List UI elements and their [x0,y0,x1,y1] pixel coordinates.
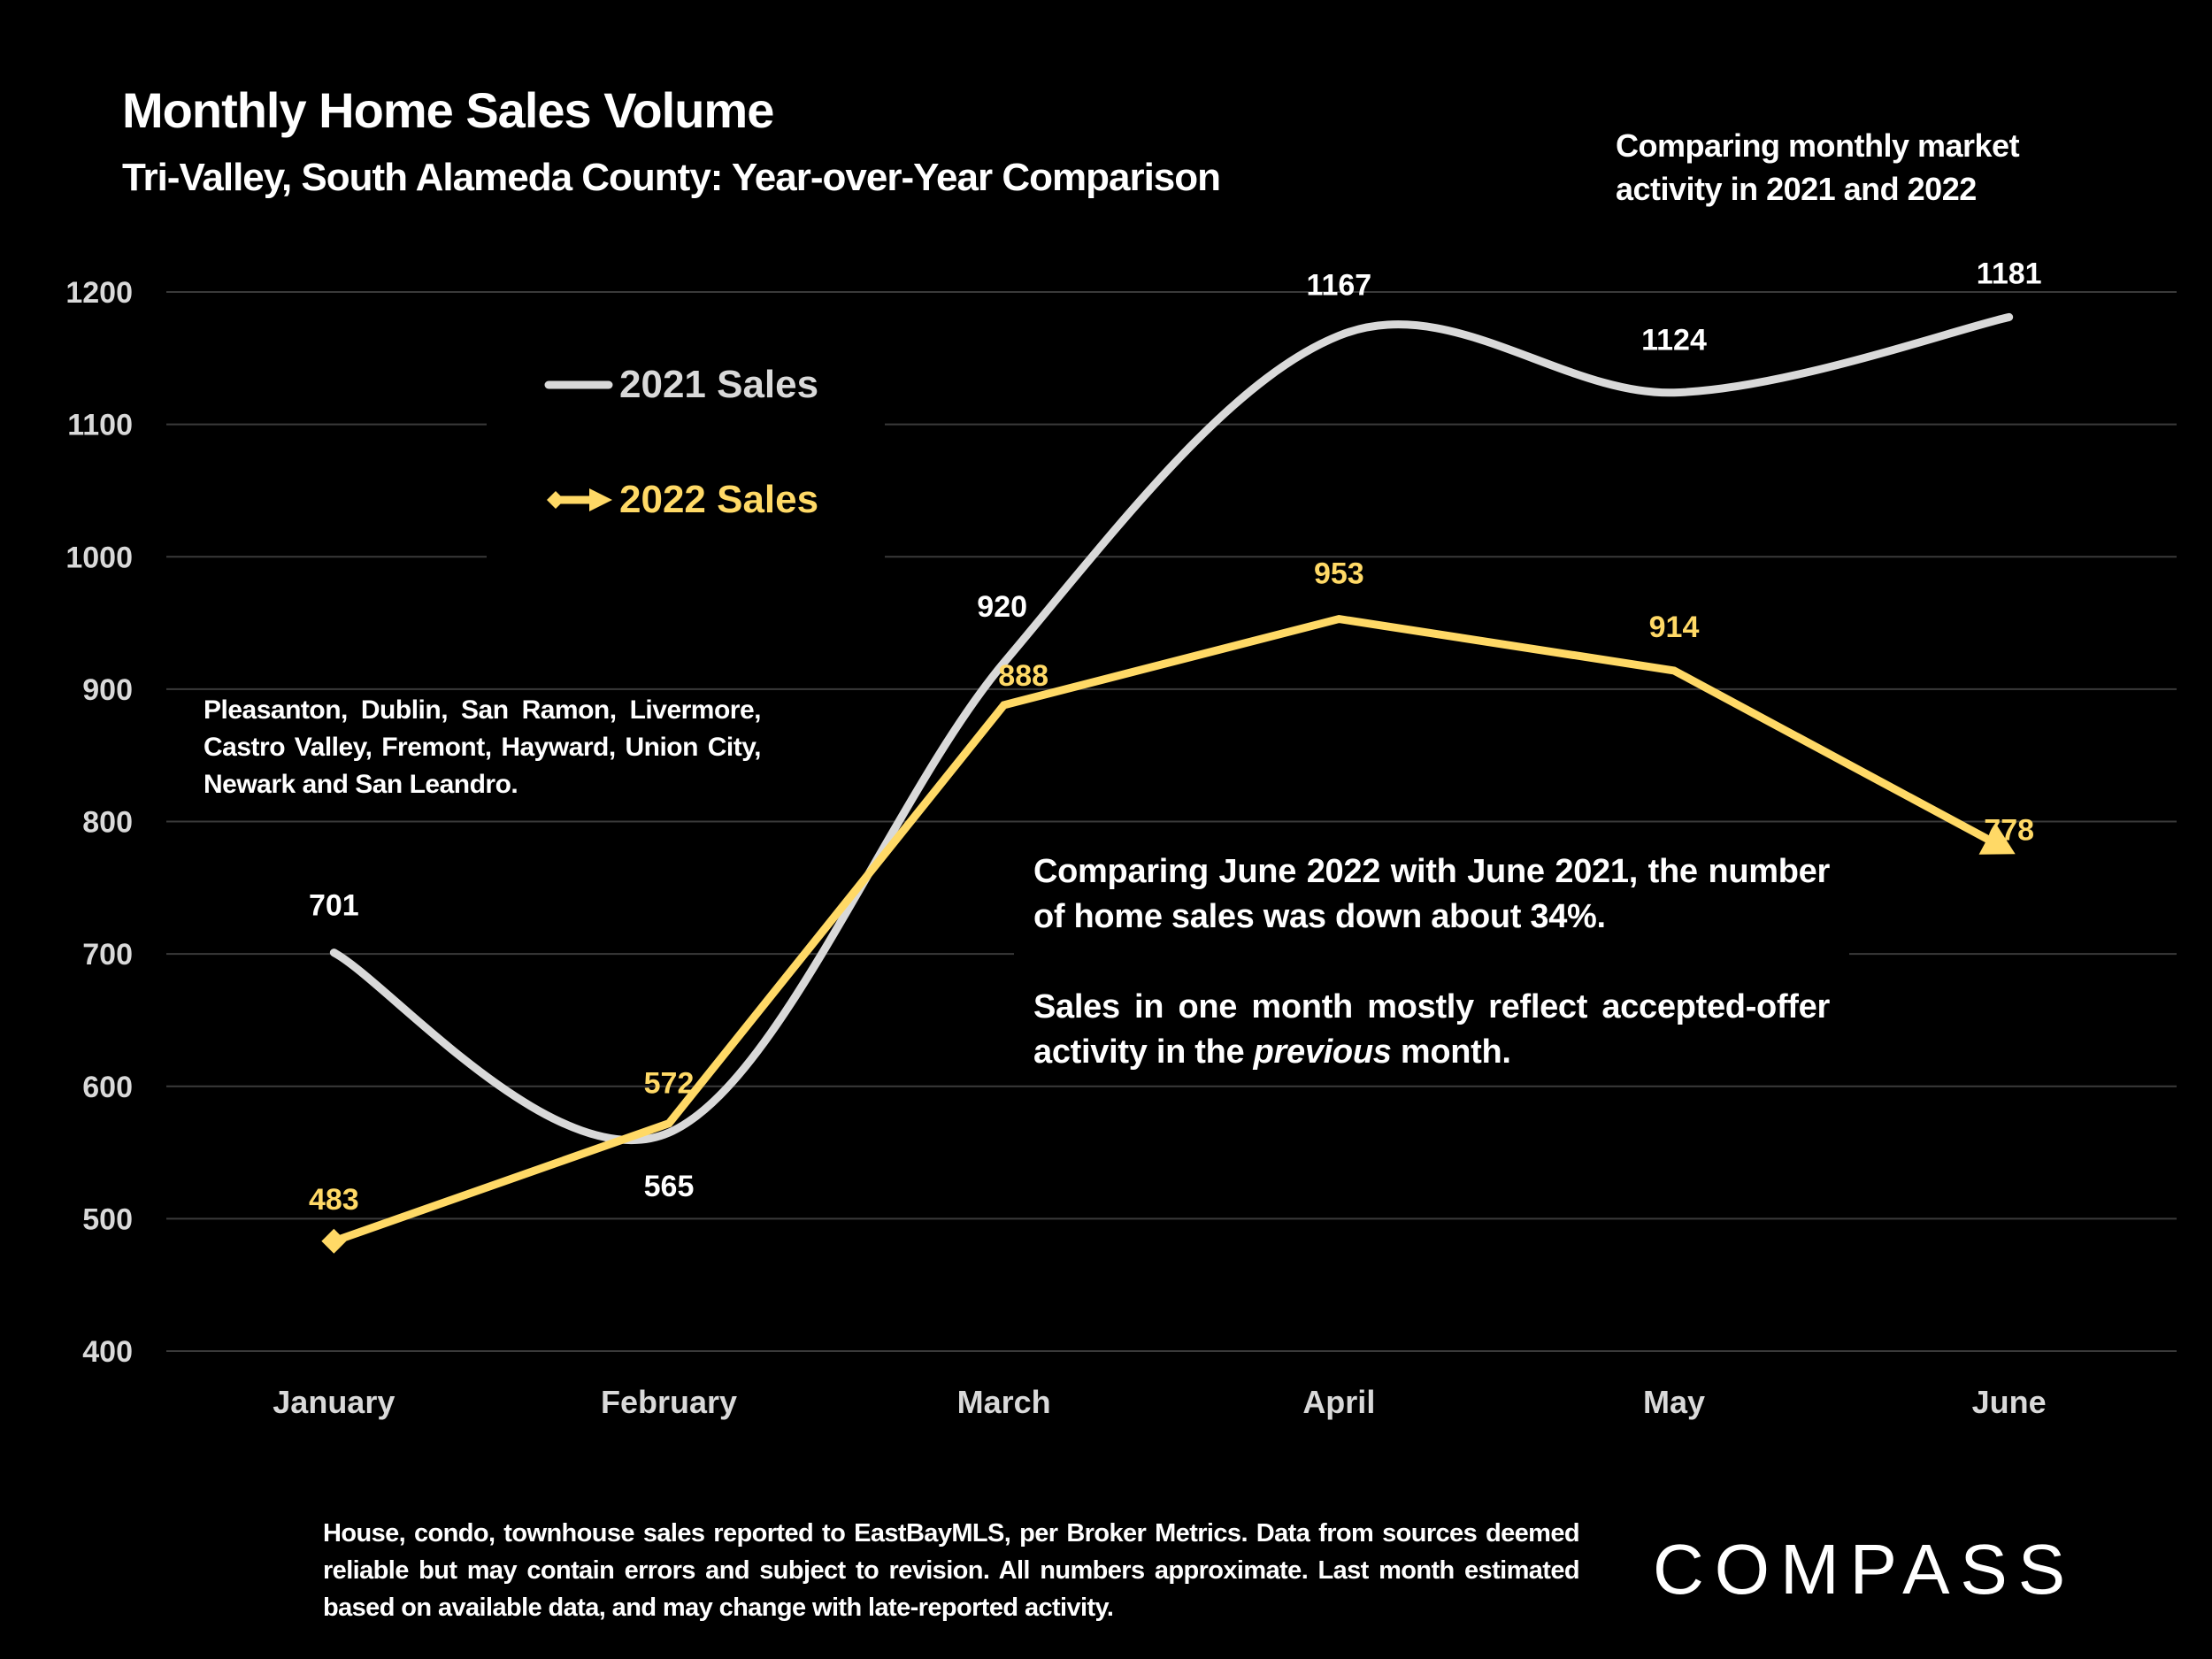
callout-box: Comparing June 2022 with June 2021, the … [1014,849,1849,1075]
data-labels: 701 565 920 1167 1124 1181 483 572 888 953 914 778 [309,257,2042,1216]
legend-label-2021: 2021 Sales [619,363,819,406]
y-tick-label: 1000 [65,541,133,574]
x-tick-label: January [273,1384,395,1420]
chart-subtitle: Tri-Valley, South Alameda County: Year-o… [122,156,1221,199]
data-label-2021: 1167 [1306,268,1371,302]
legend: 2021 Sales 2022 Sales [487,327,885,584]
legend-item-2022: 2022 Sales [543,478,818,522]
data-label-2021: 1181 [1977,257,2042,290]
x-tick-label: March [957,1384,1051,1420]
x-tick-label: April [1302,1384,1375,1420]
x-tick-label: February [601,1384,737,1420]
y-tick-label: 1100 [67,409,133,442]
y-tick-label: 500 [82,1202,133,1236]
data-label-2021: 920 [977,590,1027,624]
legend-item-2021: 2021 Sales [543,363,818,407]
chart-title: Monthly Home Sales Volume [122,82,774,138]
x-tick-label: May [1643,1384,1705,1420]
y-tick-label: 400 [82,1335,133,1369]
y-tick-label: 900 [82,673,133,707]
diamond-marker-icon [321,1228,347,1254]
callout-text-2: Sales in one month mostly reflect accept… [1033,988,1830,1071]
footer-disclaimer: House, condo, townhouse sales reported t… [323,1519,1580,1622]
y-axis-ticks: 400 500 600 700 800 900 1000 1100 1200 [65,276,133,1369]
data-label-2021: 701 [309,889,359,923]
callout-text-1: Comparing June 2022 with June 2021, the … [1033,853,1830,935]
data-label-2022: 888 [998,659,1048,693]
data-label-2022: 572 [644,1067,695,1101]
legend-label-2022: 2022 Sales [619,478,819,521]
data-label-2022: 483 [309,1183,359,1217]
y-tick-label: 800 [82,806,133,840]
x-axis-ticks: January February March April May June [273,1384,2046,1420]
data-label-2022: 778 [1984,813,2034,847]
y-tick-label: 1200 [65,276,133,310]
series-line-2022 [332,614,1994,1246]
data-label-2021: 565 [644,1170,695,1203]
data-label-2022: 914 [1649,611,1700,644]
line-swatch-icon [544,380,613,389]
y-tick-label: 600 [82,1071,133,1104]
data-label-2021: 1124 [1641,324,1707,357]
y-tick-label: 700 [82,938,133,972]
arrow-swatch-icon [547,488,612,511]
top-note: Comparing monthly market activity in 202… [1616,127,2020,207]
compass-logo: COMPASS [1653,1530,2077,1609]
data-label-2022: 953 [1314,557,1364,591]
x-tick-label: June [1972,1384,2047,1420]
arrow-head-icon [1978,823,2016,855]
series-lines [321,312,2016,1254]
cities-note: Pleasanton, Dublin, San Ramon, Livermore… [204,695,762,799]
